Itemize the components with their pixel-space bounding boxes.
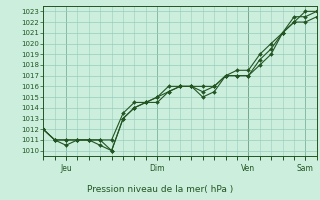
Text: Jeu: Jeu [60,164,72,173]
Text: Sam: Sam [297,164,314,173]
Text: Dim: Dim [149,164,165,173]
Text: Ven: Ven [241,164,255,173]
Text: Pression niveau de la mer( hPa ): Pression niveau de la mer( hPa ) [87,185,233,194]
